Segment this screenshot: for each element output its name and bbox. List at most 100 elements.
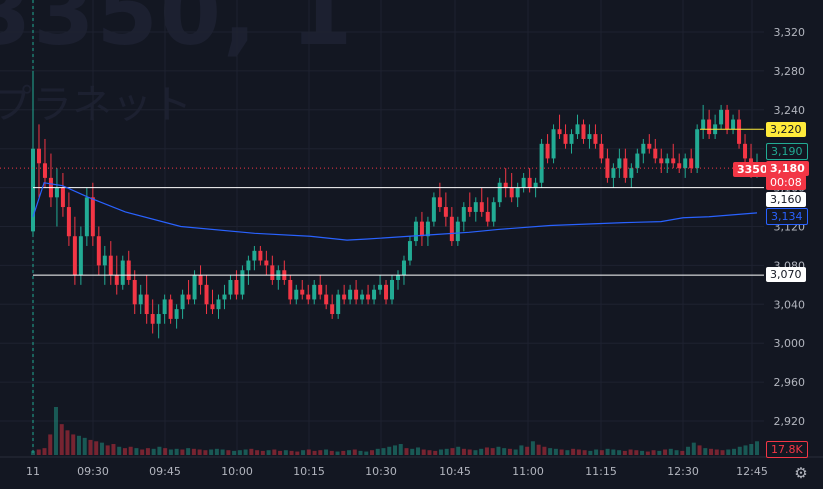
candle-body [312,284,317,300]
candle-body [407,241,412,261]
volume-bars [31,407,759,455]
candle-body [743,143,748,159]
candle-body [503,182,508,188]
volume-bar [507,448,512,455]
candle-body [491,202,496,222]
candle-body [563,134,568,144]
volume-bar [347,450,352,455]
volume-bar [444,448,449,455]
candle-body [677,163,682,169]
volume-bar [203,450,208,455]
volume-bar [364,451,369,455]
volume-bar [128,446,133,455]
volume-bar [88,439,93,455]
volume-bar [266,450,271,455]
candle-body [120,260,125,285]
volume-bar [220,449,225,455]
volume-bar [312,450,317,455]
price-tag-3070: 3,070 [766,267,806,282]
volume-bar [755,441,759,455]
volume-bar [496,446,501,455]
watermark-subtitle: プラネット [0,82,192,128]
candle-body [342,294,347,300]
candle-body [174,309,179,319]
candle-body [180,294,185,310]
candle-body [90,197,95,237]
candle-body [473,202,478,212]
candle-body [372,289,377,300]
candle-body [204,284,209,305]
candle-body [545,143,550,159]
volume-bar [640,450,645,455]
volume-bar [427,450,432,455]
volume-bar [438,449,443,455]
candle-body [258,250,263,261]
candle-body [425,221,430,237]
volume-bar [473,450,478,455]
candle-body [270,265,275,280]
candle-body [294,289,299,300]
volume-bar [622,450,627,455]
volume-bar [484,447,489,455]
candle-body [210,304,215,310]
candle-body [605,158,610,178]
candle-body [497,182,502,203]
volume-bar [686,446,691,455]
last-price-tag: 3,180 [766,161,809,176]
volume-bar [703,448,708,455]
x-tick-label: 11 [26,465,40,478]
candle-body [683,158,688,169]
volume-bar [634,450,639,455]
x-tick-label: 11:00 [512,465,544,478]
candle-body [443,207,448,217]
volume-bar [697,445,702,455]
time-axis: 11 09:30 09:45 10:00 10:15 10:30 10:45 11:00 11:… [0,456,823,478]
y-tick-label: 3,000 [774,337,806,350]
candle-body [300,289,305,295]
candle-body [533,182,538,188]
volume-bar [140,449,145,455]
volume-bar [582,450,587,455]
volume-bar [467,449,472,455]
candle-body [240,270,245,295]
settings-gear-icon[interactable]: ⚙ [794,464,808,482]
candle-body [42,163,47,178]
volume-bar [720,450,725,455]
candle-body [192,275,197,300]
candle-body [527,177,532,188]
volume-bar [513,449,518,455]
candle-body [557,129,562,135]
volume-bar [571,448,576,455]
volume-bar [209,449,214,455]
candle-body [629,168,634,178]
volume-bar [226,450,231,455]
volume-bar [651,450,656,455]
candle-body [689,158,694,169]
candle-body [413,221,418,242]
volume-bar [714,449,719,455]
y-tick-label: 2,920 [774,415,806,428]
volume-bar [329,450,334,455]
volume-bar [370,450,375,455]
candle-body [366,294,371,300]
volume-bar [502,448,507,455]
volume-bar [732,448,737,455]
candle-body [521,177,526,188]
volume-bar [628,449,633,455]
volume-bar [605,448,610,455]
candle-body [318,284,323,295]
candle-body [354,289,359,300]
candle-body [228,279,233,295]
volume-bar [404,448,409,455]
volume-bar [530,441,535,455]
countdown-tag: 00:08 [766,175,806,190]
candle-body [719,109,724,125]
candle-body [653,148,658,159]
volume-bar [352,449,357,455]
candle-body [150,314,155,324]
candle-body [60,187,65,208]
candle-body [593,134,598,144]
volume-bar [519,445,524,455]
volume-bar [99,442,104,455]
